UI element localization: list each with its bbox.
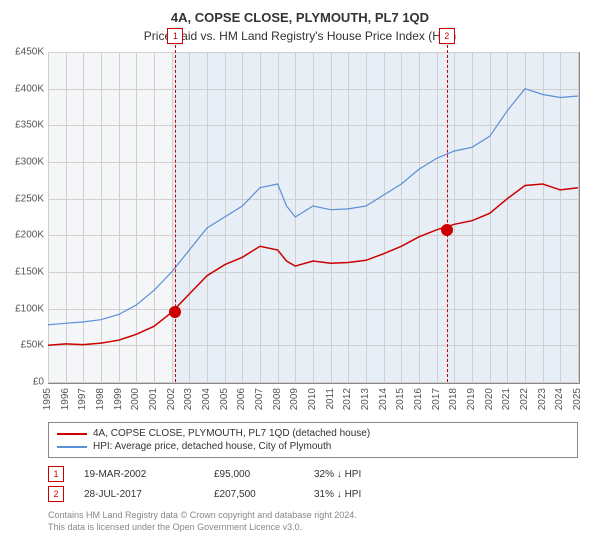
legend-row: HPI: Average price, detached house, City… [57,440,569,453]
x-axis-label: 2010 [307,388,318,410]
y-axis-label: £350K [15,120,44,131]
sales-row: 2 28-JUL-2017 £207,500 31% ↓ HPI [48,484,578,504]
x-axis-label: 2000 [130,388,141,410]
legend-and-footer: 4A, COPSE CLOSE, PLYMOUTH, PL7 1QD (deta… [48,422,578,533]
sale-point [169,306,181,318]
y-axis-label: £200K [15,230,44,241]
x-axis-label: 2015 [395,388,406,410]
x-axis-label: 2001 [148,388,159,410]
footer-line-2: This data is licensed under the Open Gov… [48,522,578,534]
x-axis-label: 1998 [95,388,106,410]
sales-row-date: 28-JUL-2017 [84,489,194,500]
sales-row-diff: 32% ↓ HPI [314,469,404,480]
series-property [48,184,578,345]
footer-attribution: Contains HM Land Registry data © Crown c… [48,510,578,533]
legend-label: 4A, COPSE CLOSE, PLYMOUTH, PL7 1QD (deta… [93,428,370,439]
x-axis-label: 2019 [466,388,477,410]
chart-title: 4A, COPSE CLOSE, PLYMOUTH, PL7 1QD [0,0,600,25]
x-axis-label: 2021 [501,388,512,410]
sale-marker-badge: 2 [439,28,455,44]
legend: 4A, COPSE CLOSE, PLYMOUTH, PL7 1QD (deta… [48,422,578,458]
legend-swatch [57,446,87,448]
x-axis-label: 2022 [519,388,530,410]
chart-subtitle: Price paid vs. HM Land Registry's House … [0,25,600,43]
legend-label: HPI: Average price, detached house, City… [93,441,331,452]
x-axis-label: 2016 [413,388,424,410]
sale-point [441,224,453,236]
sales-row-badge: 1 [48,466,64,482]
y-axis-label: £400K [15,83,44,94]
x-axis-label: 2011 [325,388,336,410]
x-axis-label: 2006 [236,388,247,410]
x-axis-label: 2018 [448,388,459,410]
sales-row-date: 19-MAR-2002 [84,469,194,480]
x-axis-label: 1999 [113,388,124,410]
chart-area: 12 £0£50K£100K£150K£200K£250K£300K£350K£… [48,52,578,382]
x-axis-label: 1997 [77,388,88,410]
legend-swatch [57,433,87,435]
sales-row-price: £95,000 [214,469,294,480]
sales-table: 1 19-MAR-2002 £95,000 32% ↓ HPI 2 28-JUL-2017… [48,464,578,504]
x-axis-label: 2012 [342,388,353,410]
y-axis-label: £250K [15,193,44,204]
footer-line-1: Contains HM Land Registry data © Crown c… [48,510,578,522]
sales-row-diff: 31% ↓ HPI [314,489,404,500]
line-chart-svg [48,52,578,382]
y-axis-label: £450K [15,47,44,58]
y-axis-label: £300K [15,157,44,168]
y-axis-label: £0 [33,377,44,388]
x-axis-label: 2007 [254,388,265,410]
y-axis-label: £150K [15,267,44,278]
x-axis-label: 2024 [554,388,565,410]
sale-marker-badge: 1 [167,28,183,44]
x-axis-label: 2004 [201,388,212,410]
sales-row-badge: 2 [48,486,64,502]
x-axis-label: 2020 [484,388,495,410]
x-axis-label: 2017 [431,388,442,410]
x-axis-label: 2002 [166,388,177,410]
x-axis-label: 2003 [183,388,194,410]
x-axis-label: 1995 [42,388,53,410]
x-axis-label: 2013 [360,388,371,410]
x-axis-label: 2008 [272,388,283,410]
sales-row: 1 19-MAR-2002 £95,000 32% ↓ HPI [48,464,578,484]
gridline-v [578,52,579,382]
x-axis-label: 2023 [537,388,548,410]
x-axis-label: 2009 [289,388,300,410]
sale-marker-line [447,40,448,382]
x-axis-label: 2005 [219,388,230,410]
sale-marker-line [175,40,176,382]
x-axis-label: 2014 [378,388,389,410]
sales-row-price: £207,500 [214,489,294,500]
y-axis-label: £50K [21,340,44,351]
x-axis-label: 2025 [572,388,583,410]
legend-row: 4A, COPSE CLOSE, PLYMOUTH, PL7 1QD (deta… [57,427,569,440]
x-axis-label: 1996 [60,388,71,410]
y-axis-label: £100K [15,303,44,314]
gridline-h [48,382,578,383]
